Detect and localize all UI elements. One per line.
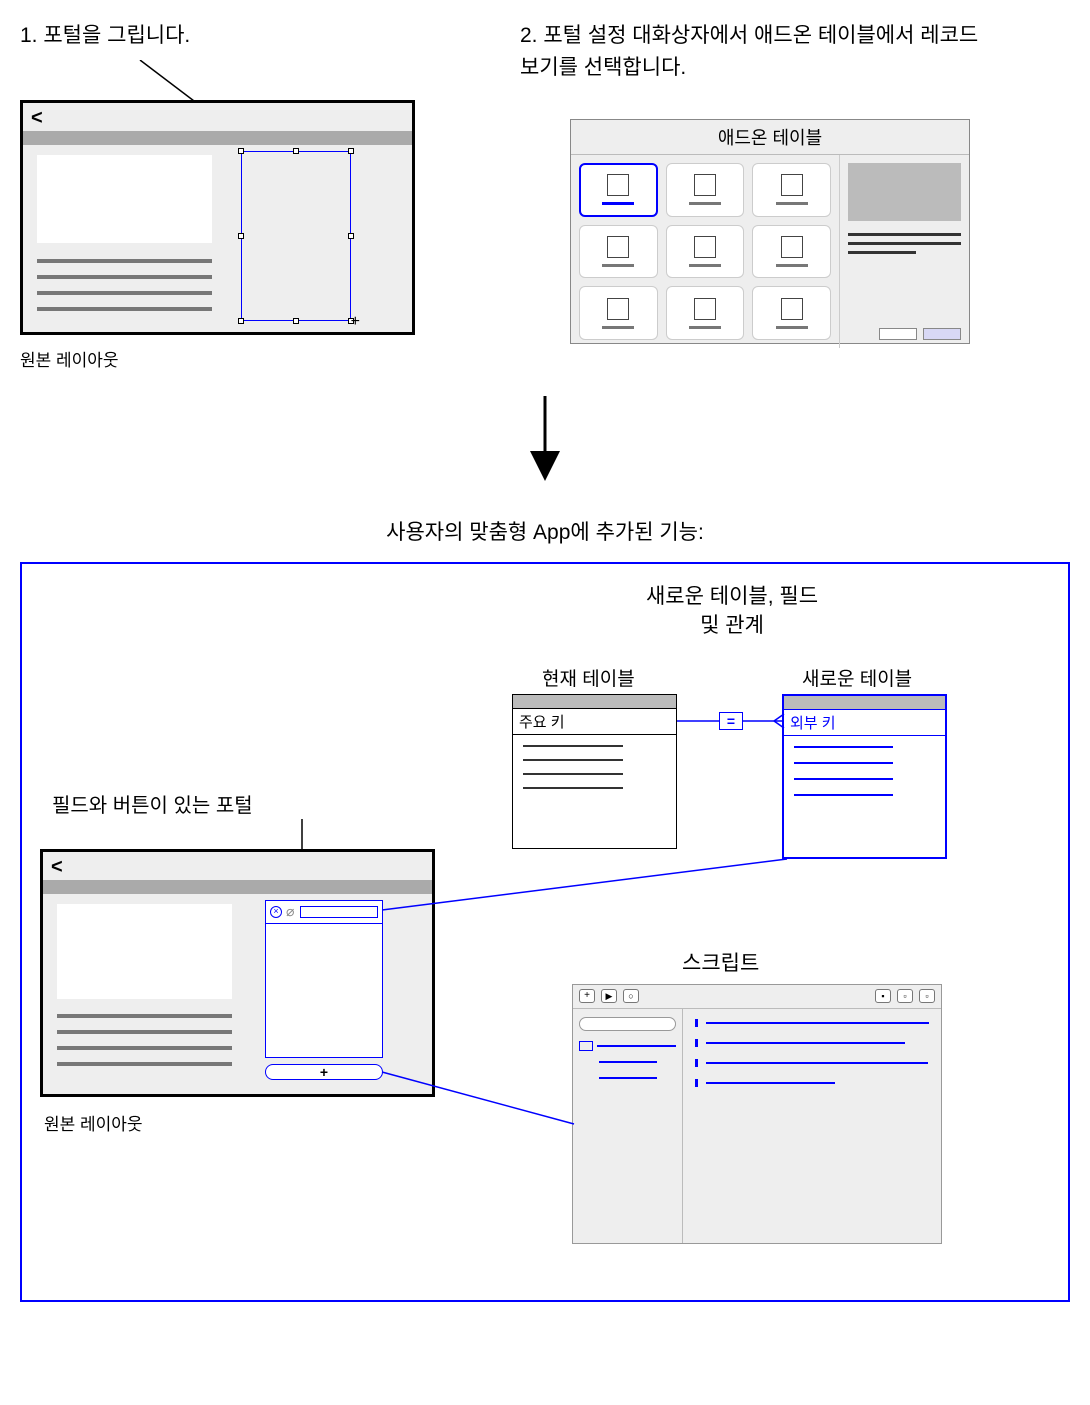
text-line	[57, 1046, 232, 1050]
scripts-tree	[573, 1009, 683, 1243]
toolbar-btn[interactable]: +	[579, 989, 595, 1003]
titlebar	[23, 131, 412, 145]
crosshair-icon: +	[351, 314, 360, 330]
back-chevron: <	[31, 107, 43, 130]
text-line	[57, 1062, 232, 1066]
addon-tile-selected[interactable]	[579, 163, 658, 217]
addon-tile[interactable]	[666, 225, 745, 279]
addon-tile[interactable]	[666, 163, 745, 217]
toolbar-btn[interactable]: ○	[623, 989, 639, 1003]
step1-layout-window: <	[20, 100, 415, 335]
addon-tile[interactable]	[579, 286, 658, 340]
folder-icon	[579, 1041, 593, 1051]
tile-grid	[571, 155, 839, 348]
search-field[interactable]	[579, 1017, 676, 1031]
toolbar-btn[interactable]: ▪	[875, 989, 891, 1003]
result-layout-window: < × ⌀ +	[40, 849, 435, 1097]
step2-label: 2. 포털 설정 대화상자에서 애드온 테이블에서 레코드 보기를 선택합니다.	[520, 20, 980, 83]
addon-tile[interactable]	[666, 286, 745, 340]
add-button[interactable]: +	[265, 1064, 383, 1080]
portal-input[interactable]	[300, 906, 378, 918]
result-layout-caption: 원본 레이아웃	[44, 1110, 143, 1135]
result-heading: 사용자의 맞춤형 App에 추가된 기능:	[20, 516, 1070, 546]
step1-label: 1. 포털을 그립니다.	[20, 20, 460, 52]
addon-tile[interactable]	[752, 286, 831, 340]
result-box: 새로운 테이블, 필드 및 관계 현재 테이블 새로운 테이블 주요 키 외부 …	[20, 562, 1070, 1302]
portal-label: 필드와 버튼이 있는 포털	[52, 789, 253, 818]
down-arrow	[525, 391, 565, 481]
dialog-button-primary[interactable]	[923, 328, 961, 340]
step1-caption: 원본 레이아웃	[20, 346, 460, 371]
scripts-content	[683, 1009, 941, 1243]
text-line	[37, 307, 212, 311]
toolbar-btn[interactable]: ▫	[897, 989, 913, 1003]
portal: × ⌀	[265, 900, 383, 1058]
close-icon[interactable]: ×	[270, 906, 282, 918]
text-line	[37, 275, 212, 279]
back-chevron: <	[51, 856, 63, 879]
toolbar-btn[interactable]: ▶	[601, 989, 617, 1003]
addon-tile[interactable]	[579, 225, 658, 279]
content-block	[57, 904, 232, 999]
dialog-title: 애드온 테이블	[571, 120, 969, 155]
scripts-window: + ▶ ○ ▪ ▫ ▫	[572, 984, 942, 1244]
attach-icon[interactable]: ⌀	[286, 905, 296, 919]
addon-tile[interactable]	[752, 225, 831, 279]
titlebar	[43, 880, 432, 894]
text-line	[37, 291, 212, 295]
detail-panel	[839, 155, 969, 348]
text-line	[37, 259, 212, 263]
addon-dialog: 애드온 테이블	[570, 119, 970, 344]
dialog-button[interactable]	[879, 328, 917, 340]
scripts-toolbar: + ▶ ○ ▪ ▫ ▫	[573, 985, 941, 1009]
text-line	[57, 1014, 232, 1018]
text-line	[57, 1030, 232, 1034]
portal-draw-rect: +	[241, 151, 351, 321]
toolbar-btn[interactable]: ▫	[919, 989, 935, 1003]
content-block	[37, 155, 212, 243]
addon-tile[interactable]	[752, 163, 831, 217]
scripts-heading: 스크립트	[682, 949, 759, 978]
